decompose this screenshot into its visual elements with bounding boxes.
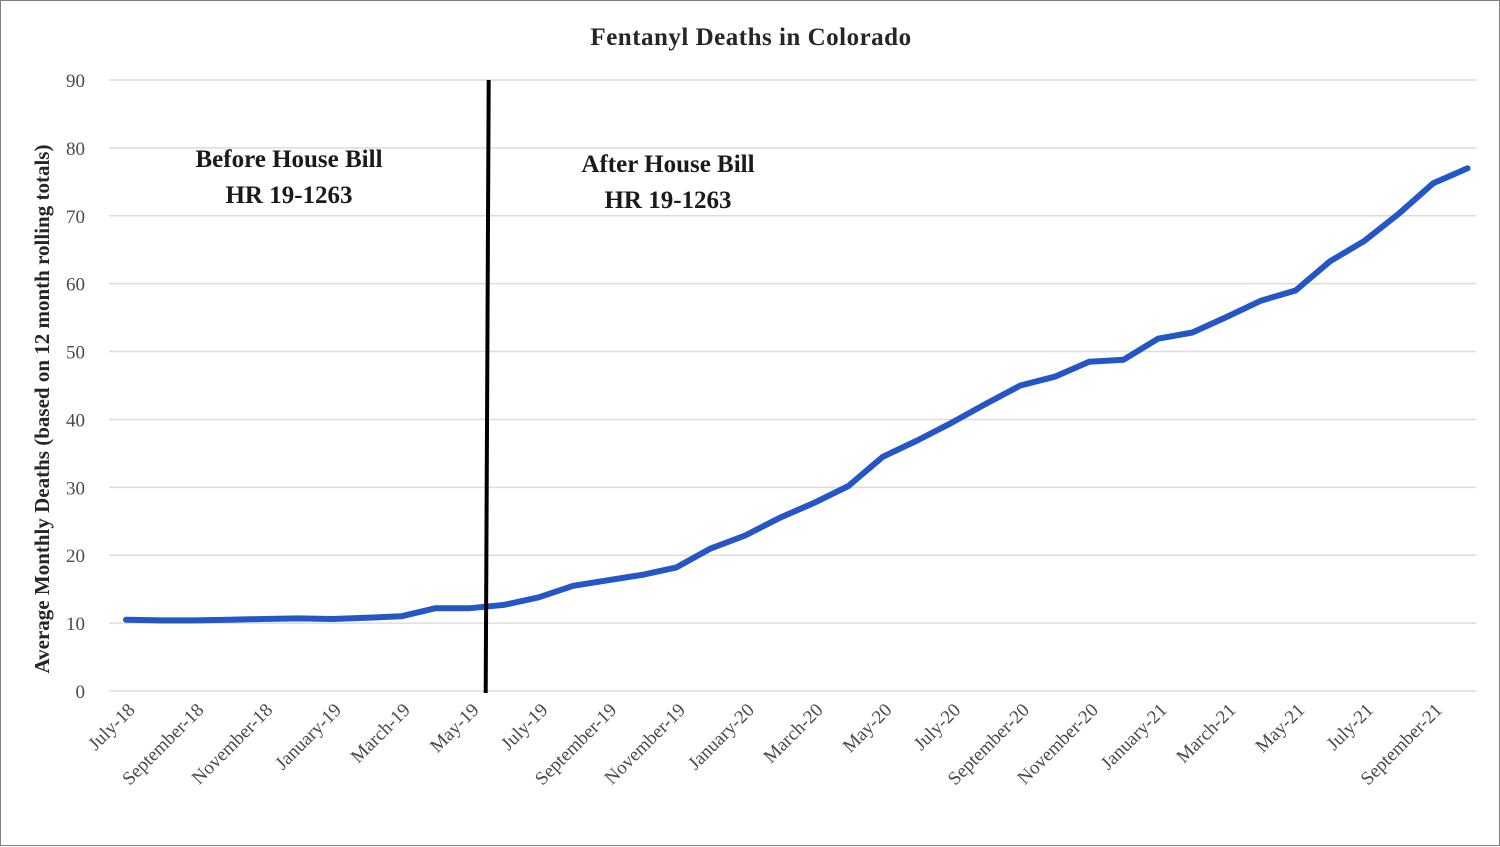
y-tick-60: 60 xyxy=(66,275,85,296)
x-tick-july-21: July-21 xyxy=(1323,700,1378,755)
annotation-after-line2: HR 19-1263 xyxy=(604,187,731,214)
x-tick-may-19: May-19 xyxy=(426,700,483,757)
y-tick-10: 10 xyxy=(66,614,85,635)
y-tick-20: 20 xyxy=(66,546,85,567)
x-tick-may-21: May-21 xyxy=(1252,700,1309,757)
x-tick-july-20: July-20 xyxy=(910,700,965,755)
annotation-after-line1: After House Bill xyxy=(581,151,754,178)
chart-title: Fentanyl Deaths in Colorado xyxy=(590,24,911,51)
annotation-before-line2: HR 19-1263 xyxy=(225,182,352,209)
y-tick-0: 0 xyxy=(76,682,86,703)
x-tick-january-21: January-21 xyxy=(1097,700,1172,775)
x-tick-january-19: January-19 xyxy=(271,700,346,775)
x-tick-january-20: January-20 xyxy=(684,700,759,775)
y-tick-40: 40 xyxy=(66,410,85,431)
x-tick-march-21: March-21 xyxy=(1173,700,1241,768)
y-tick-30: 30 xyxy=(66,478,85,499)
y-tick-90: 90 xyxy=(66,71,85,92)
x-tick-july-19: July-19 xyxy=(497,700,552,755)
x-tick-july-18: July-18 xyxy=(84,700,139,755)
annotation-before-line1: Before House Bill xyxy=(195,146,382,173)
x-tick-march-20: March-20 xyxy=(760,700,828,768)
y-tick-labels: 0 10 20 30 40 50 60 70 80 90 xyxy=(66,71,85,703)
house-bill-divider-line xyxy=(483,79,491,694)
x-tick-march-19: March-19 xyxy=(347,700,415,768)
series-line-fentanyl-deaths xyxy=(123,165,1471,624)
y-tick-50: 50 xyxy=(66,343,85,364)
gridlines xyxy=(109,79,1476,692)
y-tick-80: 80 xyxy=(66,139,85,160)
y-axis-label: Average Monthly Deaths (based on 12 mont… xyxy=(30,145,54,674)
y-tick-70: 70 xyxy=(66,207,85,228)
x-tick-may-20: May-20 xyxy=(839,700,896,757)
x-tick-labels: July-18September-18November-18January-19… xyxy=(84,700,1446,790)
